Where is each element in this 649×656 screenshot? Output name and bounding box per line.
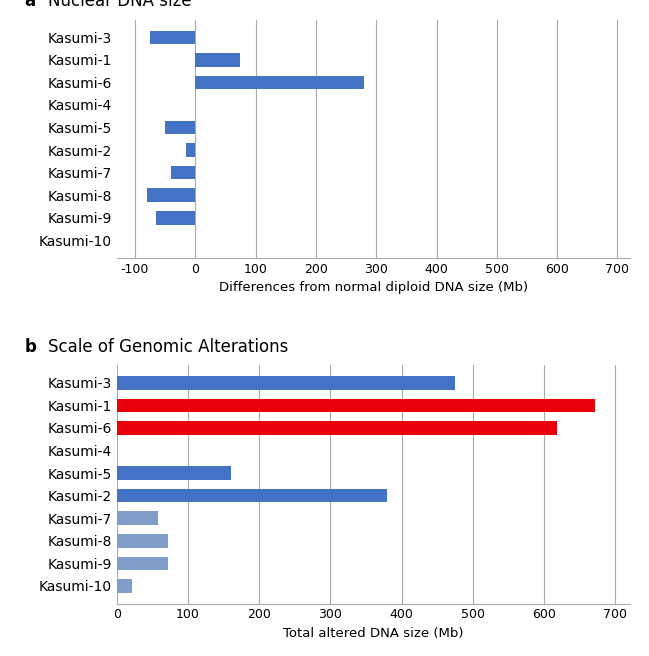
Bar (117, 466, 231, 480)
Bar (195, 75, 364, 89)
Bar (165, 121, 195, 134)
Bar (117, 512, 158, 525)
X-axis label: Total altered DNA size (Mb): Total altered DNA size (Mb) (283, 627, 463, 640)
Bar (117, 489, 387, 502)
Bar (117, 376, 455, 390)
Bar (150, 31, 195, 44)
Bar (117, 556, 168, 570)
Bar (195, 53, 241, 67)
Bar (117, 421, 557, 435)
Bar (147, 188, 195, 202)
Bar (117, 534, 168, 548)
Bar (117, 399, 595, 412)
X-axis label: Differences from normal diploid DNA size (Mb): Differences from normal diploid DNA size… (219, 281, 528, 295)
Bar (117, 579, 132, 592)
Bar (156, 211, 195, 224)
Text: Nuclear DNA size: Nuclear DNA size (47, 0, 191, 10)
Bar (171, 166, 195, 180)
Text: a: a (25, 0, 36, 10)
Text: b: b (25, 338, 36, 356)
Bar (186, 144, 195, 157)
Text: Scale of Genomic Alterations: Scale of Genomic Alterations (47, 338, 288, 356)
